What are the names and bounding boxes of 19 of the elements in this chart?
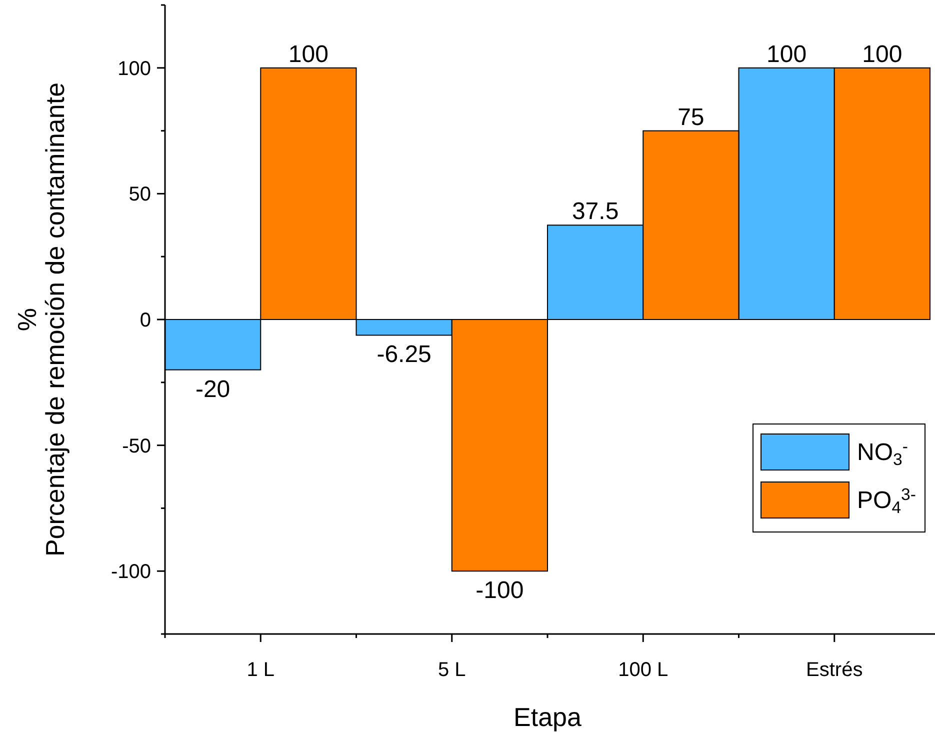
- x-tick-label: Estrés: [806, 659, 863, 681]
- x-tick-label: 1 L: [246, 659, 275, 681]
- y-tick-label: -50: [122, 435, 151, 458]
- data-label: 37.5: [572, 198, 619, 226]
- y-tick-label: 0: [140, 310, 151, 332]
- x-tick-label: 100 L: [618, 659, 668, 681]
- data-label: 100: [766, 40, 807, 68]
- data-label: -6.25: [376, 341, 432, 368]
- data-label: 100: [862, 40, 902, 68]
- data-label: 100: [288, 40, 328, 68]
- data-label: -20: [195, 376, 230, 403]
- y-tick-label: -100: [110, 561, 151, 584]
- data-label: -100: [476, 577, 524, 604]
- data-label: 75: [678, 104, 704, 131]
- y-tick-label: 50: [128, 184, 151, 206]
- y-tick-label: 100: [118, 58, 151, 80]
- x-axis-title: Etapa: [514, 702, 582, 732]
- x-tick-label: 5 L: [438, 659, 466, 681]
- y-axis-title: % Porcentaje de remoción de contaminante: [12, 82, 70, 557]
